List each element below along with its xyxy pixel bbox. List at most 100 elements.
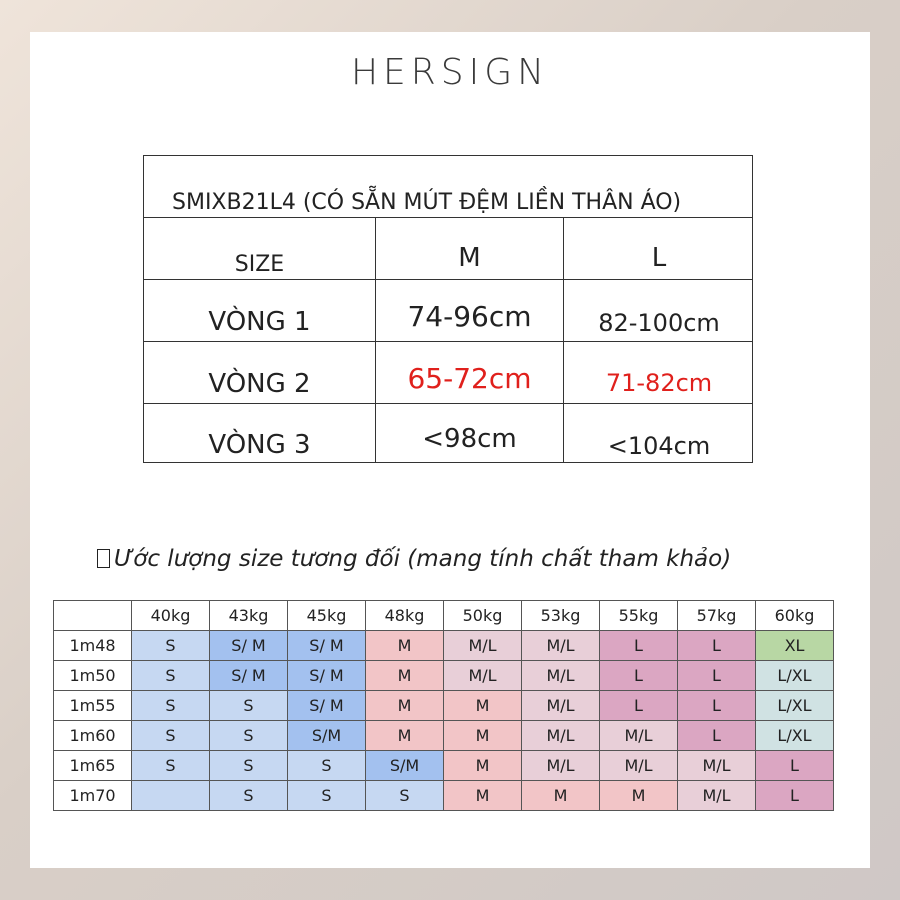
- weight-header-cell: 48kg: [365, 600, 444, 631]
- size-cell: S/M: [287, 720, 366, 751]
- size-cell: L: [677, 660, 756, 691]
- weight-header-cell: 55kg: [599, 600, 678, 631]
- size-cell: M: [521, 780, 600, 811]
- grid-row: 1m48 S S/ M S/ M M M/L M/L L L XL: [53, 630, 834, 661]
- size-cell: S: [209, 750, 288, 781]
- estimate-heading: Ước lượng size tương đối (mang tính chất…: [97, 546, 731, 572]
- height-label-cell: 1m65: [53, 750, 132, 781]
- weight-header-cell: 53kg: [521, 600, 600, 631]
- row-value-l: <104cm: [607, 432, 711, 460]
- measurement-row: VÒNG 1 74-96cm 82-100cm: [144, 280, 752, 342]
- size-cell: L: [677, 720, 756, 751]
- size-cell: L: [599, 660, 678, 691]
- size-cell: M: [599, 780, 678, 811]
- row-label: VÒNG 1: [144, 280, 376, 341]
- height-label-cell: 1m60: [53, 720, 132, 751]
- size-cell: S: [365, 780, 444, 811]
- size-cell: L: [677, 690, 756, 721]
- size-cell: XL: [755, 630, 834, 661]
- brand-logo: HERSIGN: [350, 52, 550, 93]
- weight-header-cell: 43kg: [209, 600, 288, 631]
- size-cell: L/XL: [755, 660, 834, 691]
- measurement-row: VÒNG 2 65-72cm 71-82cm: [144, 342, 752, 404]
- grid-row: 1m65 S S S S/M M M/L M/L M/L L: [53, 750, 834, 781]
- checkbox-glyph-icon: [97, 549, 110, 568]
- size-cell: L: [599, 630, 678, 661]
- size-cell: M/L: [443, 660, 522, 691]
- measurement-header-row: SIZE M L: [144, 218, 752, 280]
- size-cell: S: [131, 630, 210, 661]
- size-cell: S/ M: [287, 660, 366, 691]
- header-m: M: [376, 218, 564, 279]
- row-value-m: <98cm: [376, 404, 564, 462]
- measurement-table-title-row: SMIXB21L4 (CÓ SẴN MÚT ĐỆM LIỀN THÂN ÁO): [144, 156, 752, 218]
- size-cell: L: [755, 780, 834, 811]
- grid-row: 1m50 S S/ M S/ M M M/L M/L L L L/XL: [53, 660, 834, 691]
- size-cell: S: [209, 690, 288, 721]
- measurement-table: SMIXB21L4 (CÓ SẴN MÚT ĐỆM LIỀN THÂN ÁO) …: [143, 155, 753, 463]
- size-cell: S: [287, 750, 366, 781]
- height-label-cell: 1m50: [53, 660, 132, 691]
- size-cell: M/L: [521, 690, 600, 721]
- size-cell: S: [209, 780, 288, 811]
- size-cell: M: [443, 750, 522, 781]
- estimate-title: Ước lượng size tương đối (mang tính chất…: [114, 546, 732, 572]
- size-cell: L/XL: [755, 690, 834, 721]
- grid-row: 1m55 S S S/ M M M M/L L L L/XL: [53, 690, 834, 721]
- size-cell: M/L: [521, 660, 600, 691]
- row-value-m: 74-96cm: [376, 280, 564, 341]
- size-cell: M/L: [443, 630, 522, 661]
- size-estimate-grid: 40kg 43kg 45kg 48kg 50kg 53kg 55kg 57kg 60kg 1m48…: [53, 600, 834, 811]
- size-cell: S: [287, 780, 366, 811]
- size-cell: M/L: [521, 750, 600, 781]
- grid-row: 1m70 S S S M M M M/L L: [53, 780, 834, 811]
- row-label: VÒNG 3: [144, 404, 376, 462]
- size-cell: L: [599, 690, 678, 721]
- height-label-cell: 1m55: [53, 690, 132, 721]
- size-cell: M/L: [677, 750, 756, 781]
- size-cell: [131, 780, 210, 811]
- weight-header-cell: 57kg: [677, 600, 756, 631]
- row-value-l: 82-100cm: [598, 309, 720, 337]
- size-cell: S/ M: [287, 690, 366, 721]
- weight-header-cell: 40kg: [131, 600, 210, 631]
- size-cell: L/XL: [755, 720, 834, 751]
- size-cell: S: [131, 720, 210, 751]
- size-cell: M/L: [521, 630, 600, 661]
- size-cell: S/ M: [287, 630, 366, 661]
- grid-row: 1m60 S S S/M M M M/L M/L L L/XL: [53, 720, 834, 751]
- size-cell: S: [131, 690, 210, 721]
- size-cell: M: [365, 660, 444, 691]
- header-l: L: [651, 243, 667, 273]
- measurement-row: VÒNG 3 <98cm <104cm: [144, 404, 752, 462]
- weight-header-cell: 45kg: [287, 600, 366, 631]
- size-cell: M: [365, 690, 444, 721]
- size-cell: S/M: [365, 750, 444, 781]
- measurement-table-title: SMIXB21L4 (CÓ SẴN MÚT ĐỆM LIỀN THÂN ÁO): [172, 190, 682, 215]
- size-cell: M: [443, 720, 522, 751]
- row-value-m: 65-72cm: [376, 342, 564, 403]
- weight-header-cell: 60kg: [755, 600, 834, 631]
- height-label-cell: 1m48: [53, 630, 132, 661]
- row-label: VÒNG 2: [144, 342, 376, 403]
- size-cell: M/L: [677, 780, 756, 811]
- size-cell: S/ M: [209, 660, 288, 691]
- size-cell: S: [131, 660, 210, 691]
- size-cell: M: [365, 720, 444, 751]
- size-cell: M/L: [599, 720, 678, 751]
- size-cell: M: [365, 630, 444, 661]
- size-cell: M/L: [599, 750, 678, 781]
- size-cell: L: [755, 750, 834, 781]
- size-cell: S/ M: [209, 630, 288, 661]
- size-cell: M/L: [521, 720, 600, 751]
- grid-corner-cell: [53, 600, 132, 631]
- size-cell: S: [131, 750, 210, 781]
- size-cell: M: [443, 780, 522, 811]
- height-label-cell: 1m70: [53, 780, 132, 811]
- weight-header-cell: 50kg: [443, 600, 522, 631]
- grid-header-row: 40kg 43kg 45kg 48kg 50kg 53kg 55kg 57kg 60kg: [53, 600, 834, 631]
- size-cell: S: [209, 720, 288, 751]
- size-cell: M: [443, 690, 522, 721]
- header-size: SIZE: [144, 218, 376, 279]
- size-cell: L: [677, 630, 756, 661]
